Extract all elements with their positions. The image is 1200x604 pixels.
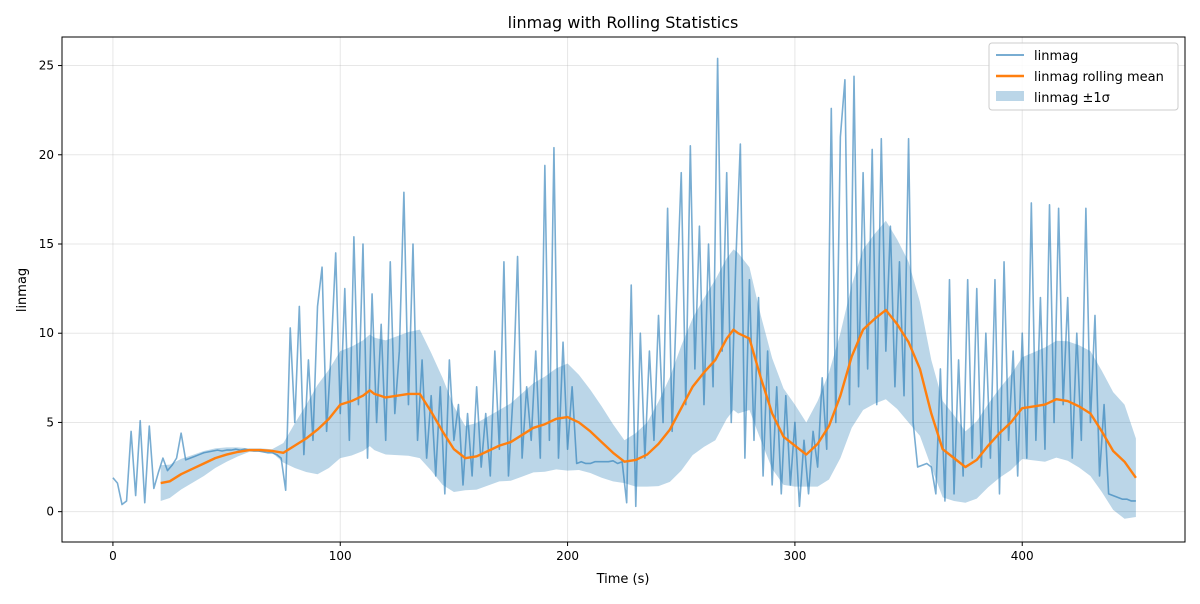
x-tick-label: 100 [329, 549, 352, 563]
y-tick-label: 20 [39, 148, 54, 162]
legend-mean-label: linmag rolling mean [1034, 70, 1164, 85]
y-tick-label: 5 [46, 415, 54, 429]
y-axis-label: linmag [15, 268, 30, 312]
mean-series-layer [160, 308, 1137, 485]
axis-ticks: 0 100 200 300 400 0 5 10 15 20 25 [39, 59, 1034, 563]
y-tick-label: 25 [39, 59, 54, 73]
legend-band-label: linmag ±1σ [1034, 91, 1110, 106]
legend: linmag linmag rolling mean linmag ±1σ [988, 42, 1179, 111]
legend-raw-label: linmag [1034, 49, 1078, 64]
y-tick-label: 10 [39, 326, 54, 340]
y-tick-label: 15 [39, 237, 54, 251]
legend-box [988, 42, 1179, 111]
chart-title: linmag with Rolling Statistics [508, 13, 739, 32]
linmag-line [112, 57, 1136, 508]
x-tick-label: 200 [556, 549, 579, 563]
x-axis-label: Time (s) [596, 572, 650, 587]
rolling-mean-line [160, 308, 1137, 485]
raw-series-layer [112, 57, 1136, 508]
x-tick-label: 0 [109, 549, 117, 563]
legend-band-swatch [996, 91, 1024, 101]
x-tick-label: 400 [1011, 549, 1034, 563]
x-tick-label: 300 [783, 549, 806, 563]
y-tick-label: 0 [46, 505, 54, 519]
plot-frame [61, 36, 1186, 543]
